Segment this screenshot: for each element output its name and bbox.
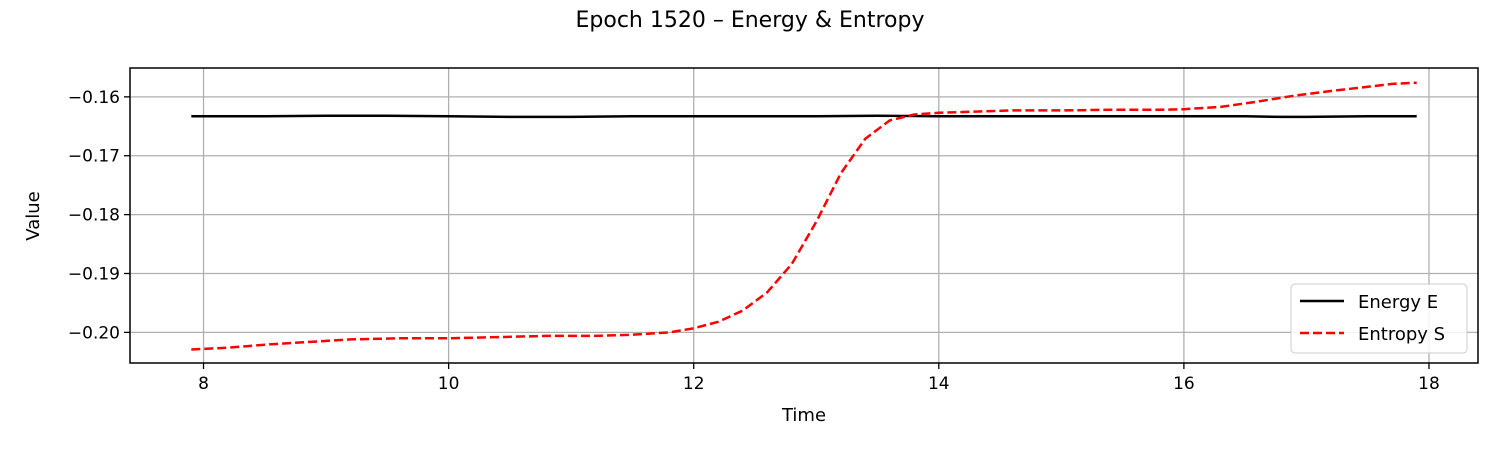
y-tick-label: −0.16 [68,88,120,108]
x-tick-label: 16 [1173,374,1195,394]
x-axis-label: Time [781,405,826,426]
grid [130,68,1478,363]
x-tick-label: 12 [683,374,705,394]
chart-title: Epoch 1520 – Energy & Entropy [576,8,925,33]
series-line-entropy-s [191,81,1417,351]
plot-frame [129,67,1479,364]
axis-ticks: 8 10 12 14 16 18 −0.20 −0.19 −0.18 −0.17 −0.16 [68,88,1440,394]
x-tick-label: 10 [438,374,460,394]
legend: Energy E Entropy S [1290,283,1468,354]
x-tick-label: 14 [928,374,950,394]
x-tick-label: 8 [198,374,209,394]
series-line-energy-e [191,114,1417,119]
legend-label-entropy: Entropy S [1358,324,1445,345]
y-tick-label: −0.19 [68,264,120,284]
y-tick-label: −0.20 [68,323,120,343]
y-axis-label: Value [23,191,44,240]
legend-label-energy: Energy E [1358,292,1438,313]
x-tick-label: 18 [1418,374,1440,394]
series-lines [191,81,1417,351]
y-tick-label: −0.17 [68,147,120,167]
y-tick-label: −0.18 [68,206,120,226]
